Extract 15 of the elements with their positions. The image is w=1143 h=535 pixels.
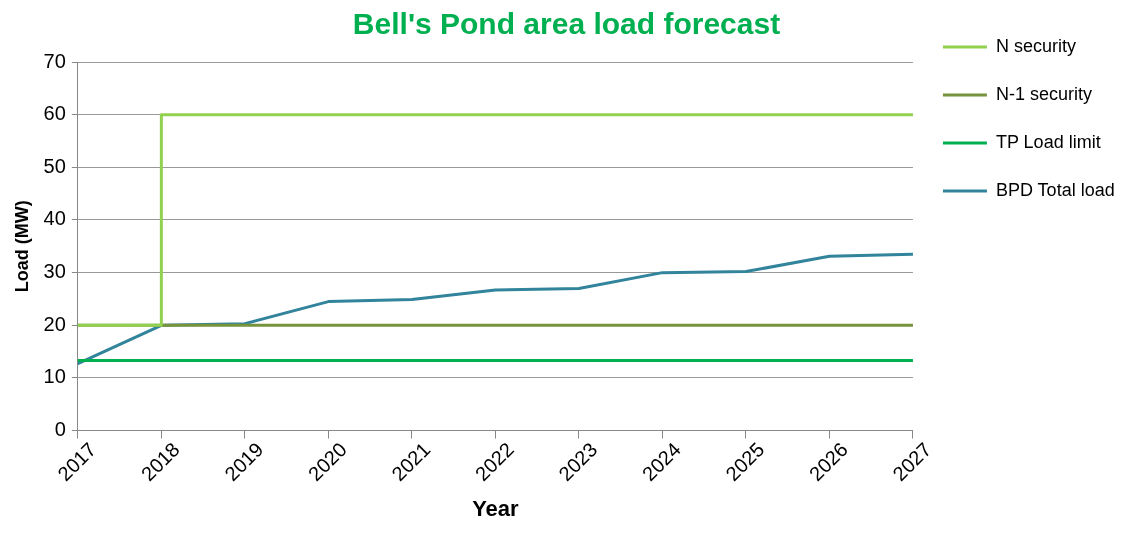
legend-label: TP Load limit: [995, 131, 1101, 152]
x-axis-title: Year: [472, 495, 520, 521]
y-tick-label: 60: [43, 102, 66, 125]
legend-label: N security: [995, 35, 1076, 56]
y-tick-label: 30: [43, 260, 66, 283]
y-tick-label: 40: [43, 207, 66, 230]
y-axis-title: Load (MW): [11, 200, 32, 293]
legend-label: N-1 security: [995, 83, 1092, 104]
y-tick-label: 20: [43, 312, 66, 335]
y-tick-label: 50: [43, 154, 66, 177]
chart-title: Bell's Pond area load forecast: [352, 7, 781, 41]
y-tick-label: 10: [43, 365, 66, 388]
y-tick-label: 0: [54, 418, 66, 441]
legend-label: BPD Total load: [995, 179, 1115, 200]
y-tick-label: 70: [43, 49, 66, 72]
